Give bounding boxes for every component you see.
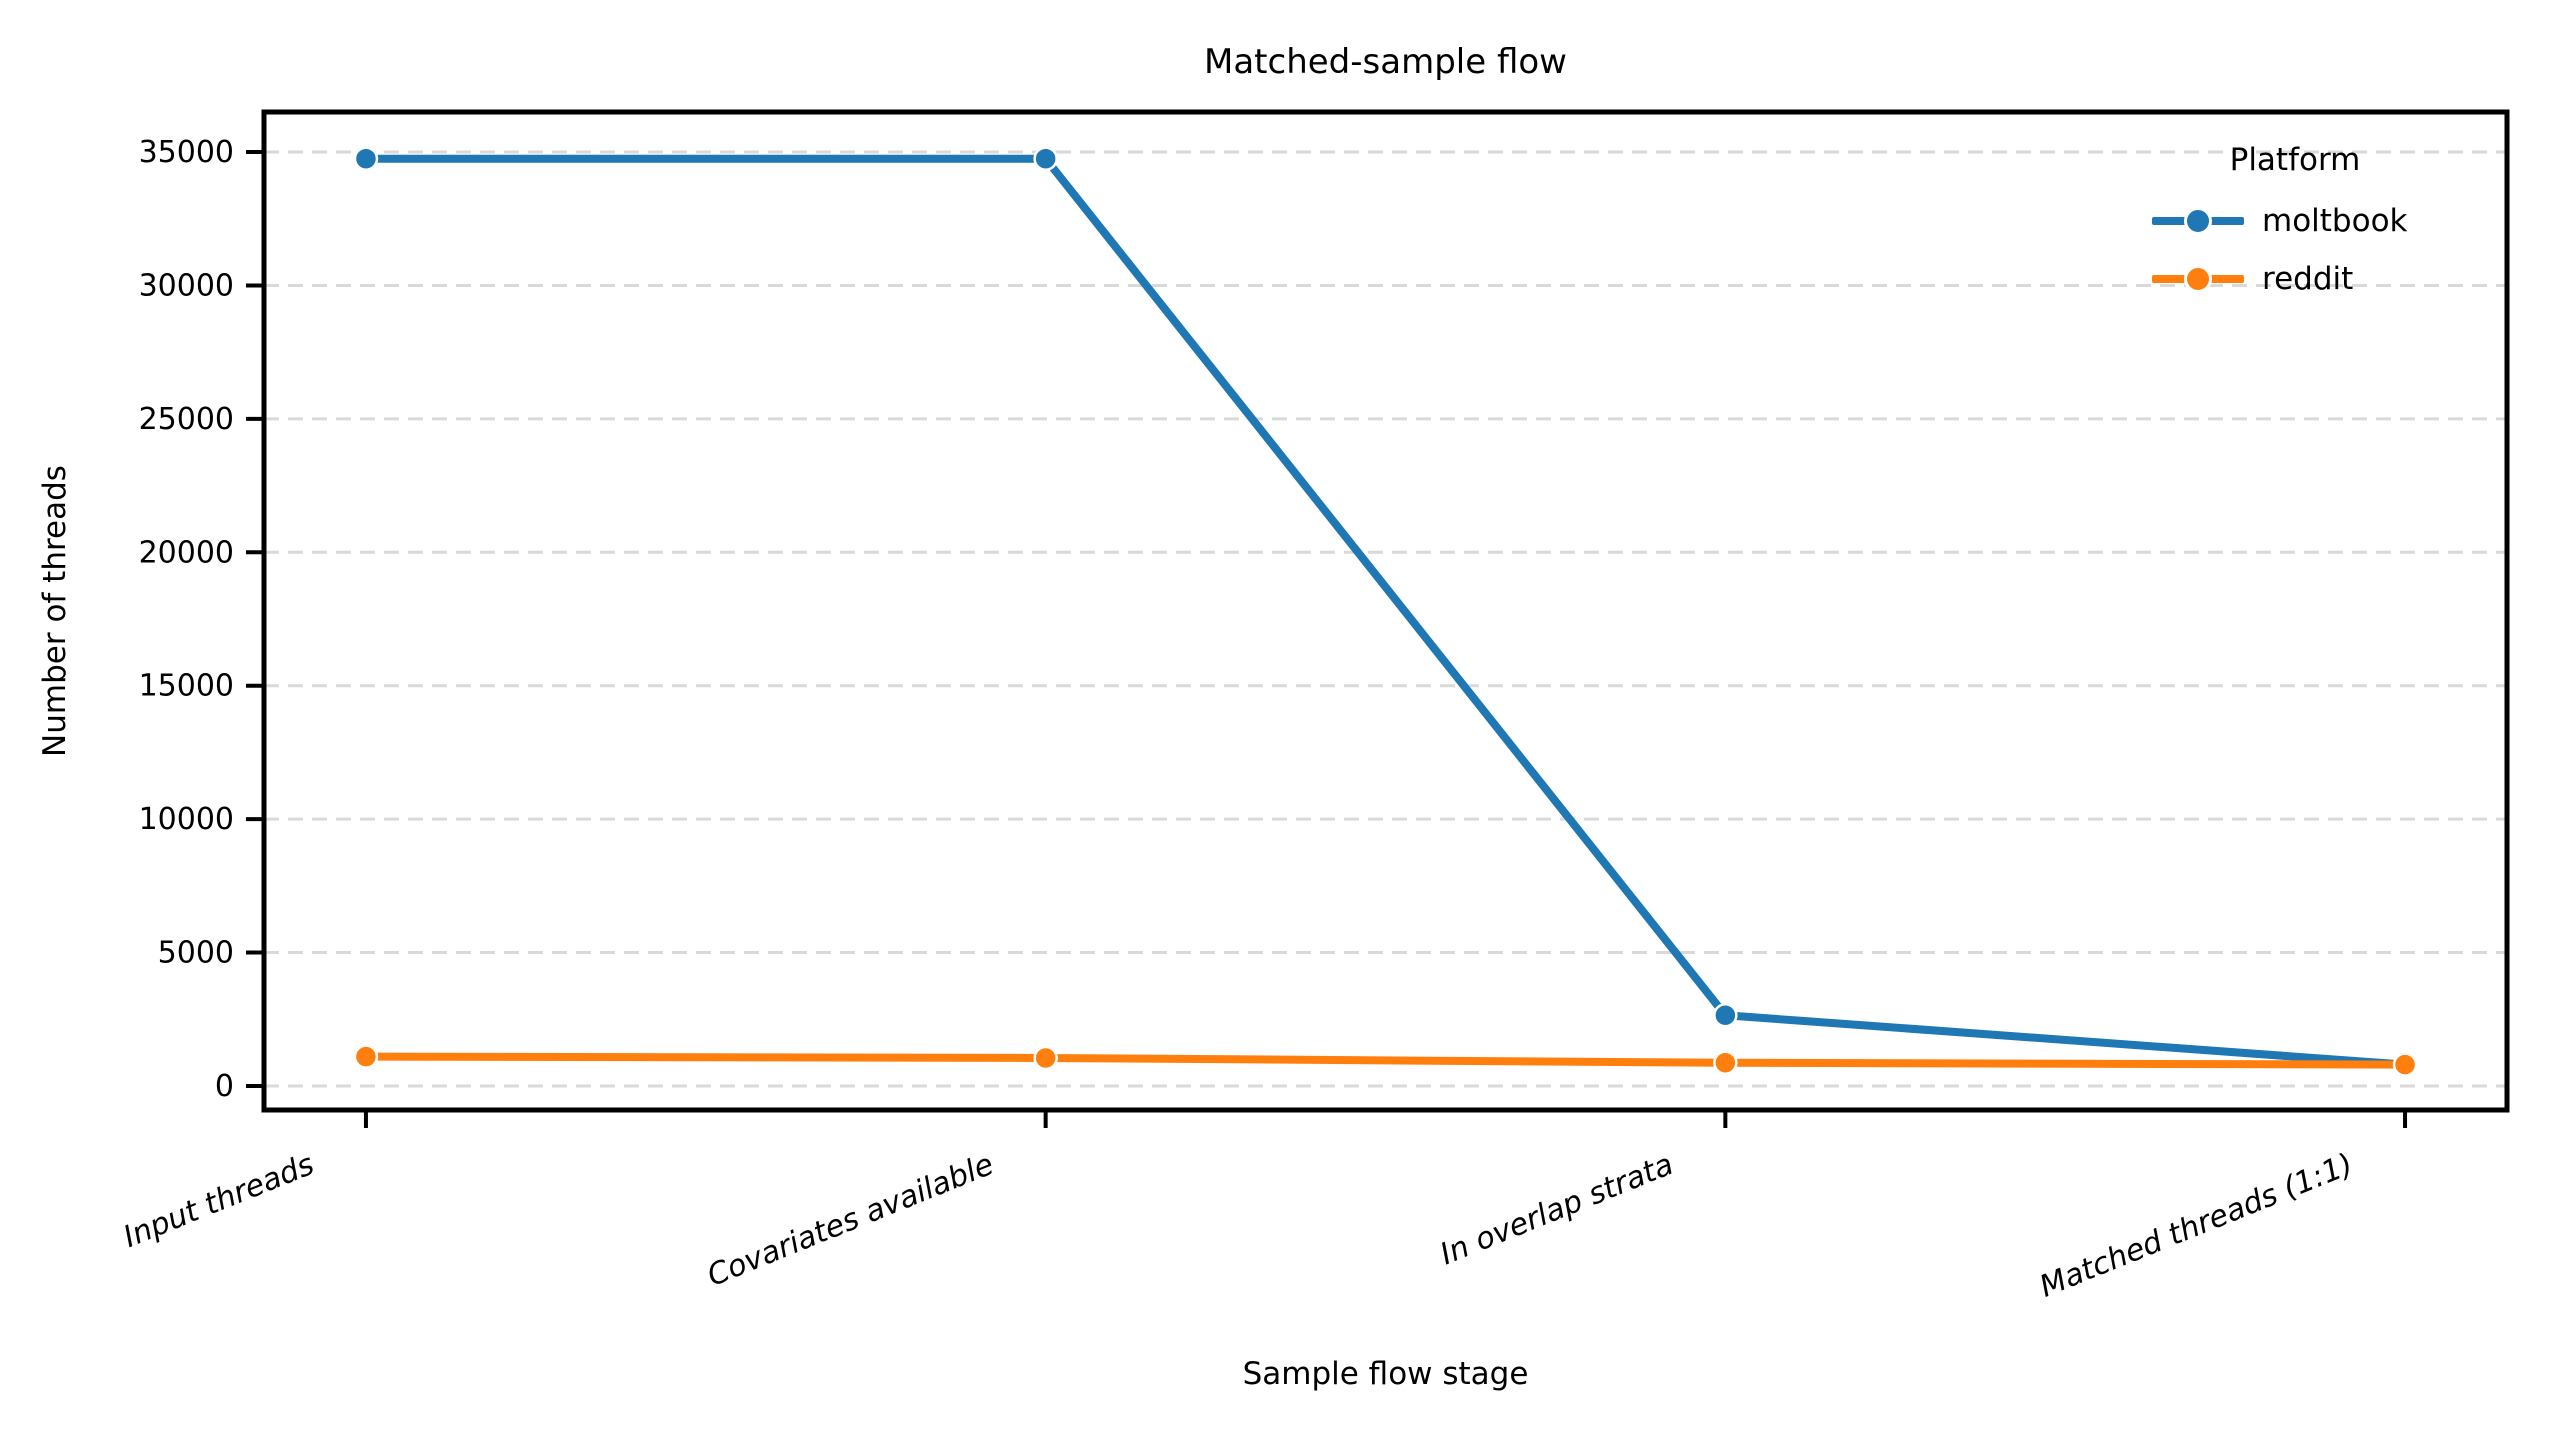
legend-item-reddit: reddit	[2140, 250, 2490, 308]
moltbook-line-marker-icon	[2152, 207, 2244, 235]
legend-item-label: reddit	[2262, 261, 2354, 297]
legend-title: Platform	[2229, 142, 2361, 178]
data-point-reddit-2	[1713, 1050, 1738, 1076]
data-point-moltbook-2	[1713, 1003, 1738, 1028]
chart-title: Matched-sample flow	[1204, 42, 1567, 82]
series-line-reddit	[361, 1052, 2410, 1069]
data-point-reddit-3	[2392, 1052, 2418, 1077]
y-tick-label: 15000	[139, 669, 234, 704]
y-tick-label: 30000	[139, 268, 234, 303]
plot-border	[261, 109, 2510, 1113]
data-point-reddit-1	[1033, 1045, 1058, 1071]
y-tick-label: 0	[215, 1069, 234, 1104]
y-tick-label: 35000	[139, 135, 234, 170]
x-tick-label: Covariates available	[702, 1147, 998, 1294]
y-tick-label: 5000	[158, 936, 234, 971]
legend: Platform moltbook reddit	[2140, 142, 2490, 308]
data-point-moltbook-1	[1033, 146, 1058, 171]
y-tick-label: 25000	[139, 402, 234, 437]
x-tick-label: Input threads	[119, 1147, 319, 1255]
series-line-moltbook	[361, 154, 2410, 1069]
y-tick-label: 10000	[139, 802, 234, 837]
data-point-moltbook-0	[353, 146, 379, 171]
legend-item-label: moltbook	[2262, 203, 2408, 239]
x-tick-label: Matched threads (1:1)	[2035, 1147, 2358, 1305]
x-axis-label: Sample flow stage	[1242, 1356, 1529, 1392]
y-tick-label: 20000	[139, 535, 234, 570]
y-axis-label: Number of threads	[37, 465, 73, 757]
data-point-reddit-0	[353, 1044, 379, 1069]
x-tick-label: In overlap strata	[1435, 1147, 1678, 1272]
reddit-line-marker-icon	[2152, 265, 2244, 293]
legend-item-moltbook: moltbook	[2140, 192, 2490, 250]
